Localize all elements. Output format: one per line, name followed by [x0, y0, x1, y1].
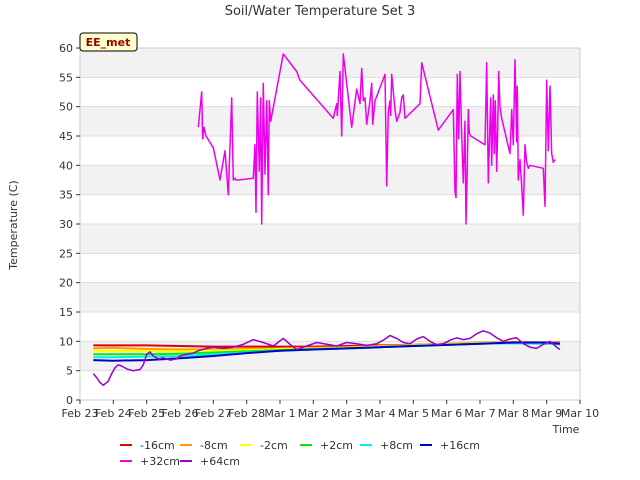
legend-label: -2cm: [260, 439, 288, 452]
legend-label: +64cm: [200, 455, 240, 468]
legend-item: +8cm: [360, 439, 413, 452]
x-tick-label: Feb 26: [162, 407, 199, 420]
y-tick-label: 60: [59, 42, 73, 55]
x-tick-label: Mar 5: [398, 407, 429, 420]
y-axis-label: Temperature (C): [7, 180, 20, 270]
x-tick-label: Mar 1: [264, 407, 295, 420]
x-tick-label: Mar 2: [298, 407, 329, 420]
series-line-plus32cm: [197, 53, 556, 225]
plot-band: [80, 106, 580, 136]
x-tick-label: Mar 8: [498, 407, 529, 420]
legend-item: -2cm: [240, 439, 288, 452]
y-tick-label: 20: [59, 277, 73, 290]
x-tick-label: Feb 24: [95, 407, 132, 420]
y-tick-label: 35: [59, 189, 73, 202]
plot-band: [80, 282, 580, 312]
plot-band: [80, 165, 580, 195]
legend-item: +64cm: [180, 455, 240, 468]
plot-background-bands: [80, 48, 580, 400]
legend-label: +32cm: [140, 455, 180, 468]
plot-band: [80, 194, 580, 224]
x-tick-label: Mar 3: [331, 407, 362, 420]
legend-item: -16cm: [120, 439, 175, 452]
x-tick-label: Mar 7: [464, 407, 495, 420]
station-label-box: EE_met: [79, 32, 138, 52]
plot-band: [80, 253, 580, 283]
x-tick-label: Mar 9: [531, 407, 562, 420]
x-tick-label: Feb 28: [228, 407, 265, 420]
y-tick-label: 25: [59, 247, 73, 260]
chart-title: Soil/Water Temperature Set 3: [225, 4, 416, 19]
x-axis-label: Time: [552, 423, 580, 436]
legend-item: +32cm: [120, 455, 180, 468]
plot-band: [80, 136, 580, 166]
plot-band: [80, 224, 580, 254]
legend-item: -8cm: [180, 439, 228, 452]
series-layer: [92, 53, 561, 387]
y-tick-label: 30: [59, 218, 73, 231]
y-tick-label: 15: [59, 306, 73, 319]
plot-band: [80, 48, 580, 78]
y-tick-label: 45: [59, 130, 73, 143]
legend-label: +16cm: [440, 439, 480, 452]
station-label: EE_met: [86, 36, 131, 49]
y-tick-label: 50: [59, 101, 73, 114]
plot-band: [80, 370, 580, 400]
plot-band: [80, 77, 580, 107]
y-tick-label: 40: [59, 159, 73, 172]
legend-label: +8cm: [380, 439, 413, 452]
legend-item: +16cm: [420, 439, 480, 452]
plot-band: [80, 312, 580, 342]
legend: -16cm -8cm -2cm +2cm +8cm +16cm +32cm +64cm: [120, 439, 480, 468]
x-tick-label: Feb 27: [195, 407, 232, 420]
legend-label: +2cm: [320, 439, 353, 452]
y-tick-label: 0: [66, 394, 73, 407]
x-tick-label: Feb 23: [62, 407, 99, 420]
series-line-plus16cm: [93, 341, 561, 362]
x-tick-label: Mar 10: [561, 407, 599, 420]
y-axis-ticks: 0 5 10 15 20 25 30 35 40 45 50 55 60: [59, 42, 80, 407]
series-line-plus64cm: [92, 330, 561, 387]
x-tick-label: Mar 4: [364, 407, 395, 420]
y-tick-label: 5: [66, 365, 73, 378]
legend-label: -8cm: [200, 439, 228, 452]
legend-label: -16cm: [140, 439, 175, 452]
x-tick-label: Feb 25: [128, 407, 165, 420]
legend-item: +2cm: [300, 439, 353, 452]
y-tick-label: 55: [59, 71, 73, 84]
y-tick-label: 10: [59, 335, 73, 348]
x-tick-label: Mar 6: [431, 407, 462, 420]
